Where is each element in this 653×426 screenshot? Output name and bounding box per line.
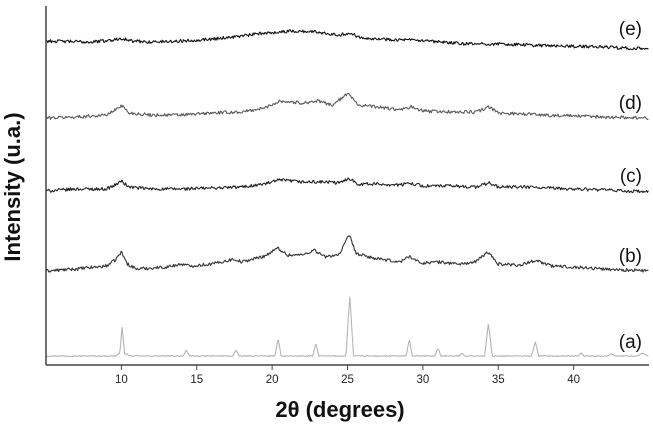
series-label-c: (c) [620, 166, 642, 187]
x-axis-ticks: 10 15 20 25 30 35 40 [115, 365, 580, 386]
x-axis-title: 2θ (degrees) [275, 397, 404, 422]
series-line-a [45, 296, 649, 358]
series-line-c [45, 177, 649, 194]
series-label-e: (e) [619, 19, 642, 40]
series-label-a: (a) [619, 332, 642, 353]
series-label-d: (d) [619, 93, 642, 114]
series-labels: (a) (b) (c) (d) (e) [619, 19, 642, 353]
x-tick-label: 20 [266, 374, 279, 386]
y-axis-title: Intensity (u.a.) [0, 112, 25, 261]
x-tick-label: 10 [115, 374, 128, 386]
x-tick-label: 15 [190, 374, 203, 386]
plot-series [45, 29, 649, 358]
series-line-e [45, 29, 649, 51]
x-tick-label: 30 [416, 374, 429, 386]
series-label-b: (b) [619, 246, 642, 267]
series-line-b [45, 235, 649, 273]
x-tick-label: 35 [492, 374, 505, 386]
x-tick-label: 40 [567, 374, 580, 386]
x-tick-label: 25 [341, 374, 354, 386]
series-line-d [45, 92, 649, 121]
